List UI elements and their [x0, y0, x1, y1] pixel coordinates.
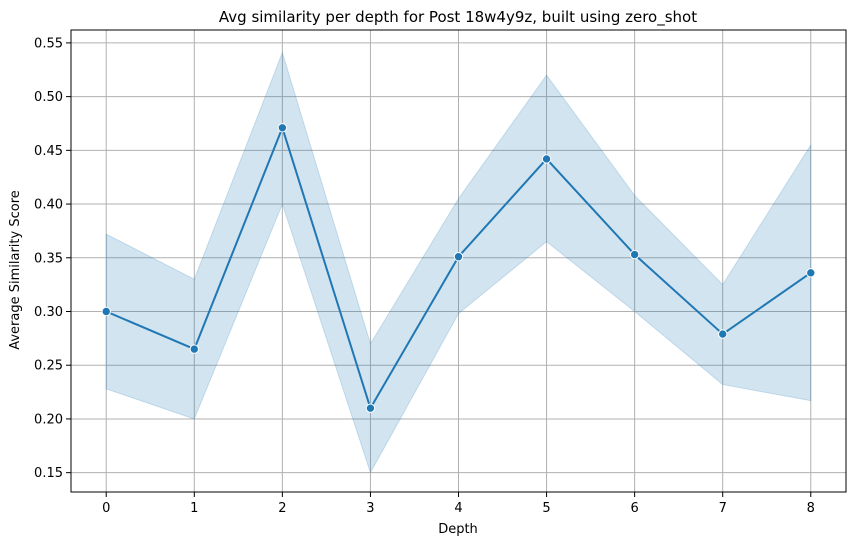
data-point: [101, 306, 111, 317]
x-tick-label: 4: [454, 501, 462, 516]
chart-title: Avg similarity per depth for Post 18w4y9…: [219, 8, 697, 27]
data-points: [101, 123, 816, 413]
y-tick-label: 0.50: [34, 90, 63, 105]
confidence-band: [105, 51, 812, 474]
x-tick-label: 0: [102, 501, 110, 516]
x-tick-label: 7: [719, 501, 727, 516]
y-tick-label: 0.35: [34, 251, 63, 266]
data-point: [189, 344, 199, 354]
data-point: [541, 154, 552, 164]
y-tick-label: 0.20: [34, 412, 63, 427]
data-point: [718, 329, 728, 339]
data-point: [365, 403, 376, 413]
y-tick-label: 0.25: [34, 359, 63, 374]
y-tick-label: 0.55: [34, 36, 63, 51]
x-tick-label: 1: [190, 501, 198, 516]
x-tick-label: 6: [630, 501, 638, 516]
y-tick-label: 0.45: [34, 144, 63, 159]
y-axis-label: Average Similarity Score: [8, 190, 23, 350]
y-tick-label: 0.15: [34, 466, 63, 481]
data-point: [453, 252, 464, 262]
x-tick-label: 3: [366, 501, 374, 516]
y-tick-label: 0.30: [34, 305, 63, 320]
y-tick-label: 0.40: [34, 198, 63, 213]
x-tick-label: 2: [278, 501, 286, 516]
x-axis-label: Depth: [438, 522, 478, 537]
confidence-band-layer: [105, 51, 812, 474]
data-point: [277, 123, 288, 133]
ticks: 0 1 2 3 4 5 6 7 8 0.15 0.20 0.25 0.30 0.35 0.40 0.45 0.5…: [34, 36, 815, 516]
data-point: [629, 249, 640, 260]
data-point: [806, 268, 816, 278]
x-tick-label: 5: [542, 501, 550, 516]
x-tick-label: 8: [807, 501, 815, 516]
